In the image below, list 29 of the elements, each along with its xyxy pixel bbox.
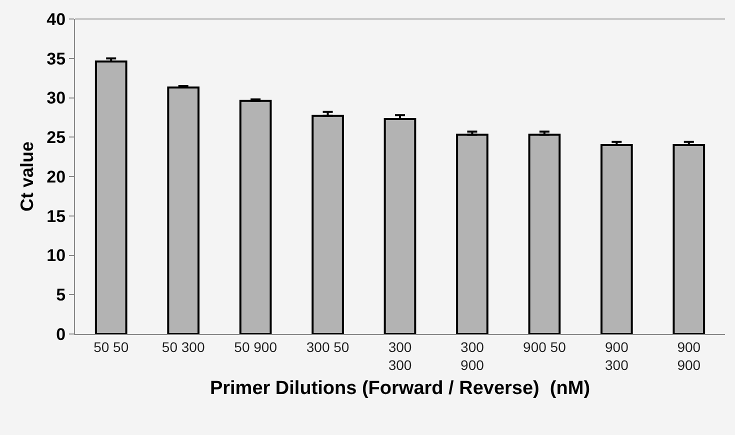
y-tick-label: 5: [56, 286, 66, 305]
x-tick-label: 50 900: [234, 338, 278, 355]
x-axis-title: Primer Dilutions (Forward / Reverse) (nM): [210, 378, 590, 399]
bar: [239, 100, 272, 334]
bar: [600, 144, 633, 334]
y-axis-title: Ct value: [16, 141, 37, 212]
x-tick-label: 300 900: [460, 338, 484, 373]
x-tick-label: 900 900: [677, 338, 701, 373]
x-tick-label: 50 50: [94, 338, 129, 355]
bar: [456, 134, 488, 334]
bar: [528, 134, 561, 334]
bar: [312, 114, 344, 334]
y-tick-label: 35: [46, 49, 66, 68]
y-tick-label: 20: [46, 167, 66, 186]
y-tick-label: 25: [46, 128, 66, 148]
x-tick-label: 300 300: [388, 338, 412, 373]
x-tick-label: 50 300: [162, 338, 205, 355]
y-tick-label: 40: [46, 10, 66, 29]
bar: [167, 86, 200, 334]
y-tick-label: 0: [56, 324, 66, 344]
x-tick-label: 900 50: [523, 338, 566, 355]
y-tick-label: 15: [46, 206, 66, 226]
y-tick-label: 30: [46, 88, 66, 108]
bar: [384, 118, 416, 334]
x-tick-label: 300 50: [306, 338, 350, 355]
bar: [94, 60, 128, 334]
x-tick-label: 900 300: [604, 338, 629, 373]
y-tick-label: 10: [46, 246, 66, 266]
bar: [672, 144, 706, 334]
